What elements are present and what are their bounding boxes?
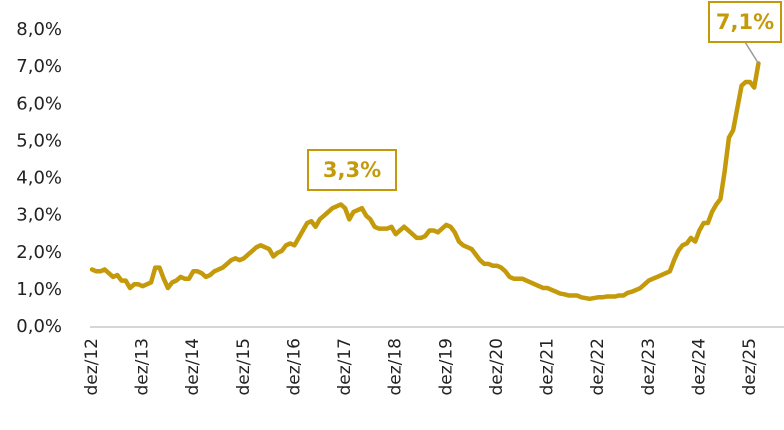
x-tick-label: dez/16	[284, 338, 304, 396]
x-tick-label: dez/19	[436, 338, 456, 396]
annotation: 3,3%	[323, 158, 381, 182]
y-tick-label: 1,0%	[16, 279, 62, 300]
x-tick-label: dez/17	[335, 338, 355, 396]
y-tick-label: 2,0%	[16, 242, 62, 263]
leader-line	[744, 41, 760, 64]
y-tick-label: 8,0%	[16, 19, 62, 40]
annotation-box	[708, 1, 782, 43]
line	[89, 61, 761, 302]
x-tick-label: dez/18	[386, 338, 406, 396]
x-tick-label: dez/23	[639, 338, 659, 396]
y-tick-label: 5,0%	[16, 130, 62, 151]
y-tick-label: 4,0%	[16, 168, 62, 189]
y-tick-label: 6,0%	[16, 93, 62, 114]
x-tick-label: dez/25	[740, 338, 760, 396]
x-tick-label: dez/12	[82, 338, 102, 396]
x-tick-label: dez/22	[588, 338, 608, 396]
annotation: 7,1%	[716, 10, 774, 34]
y-tick-label: 0,0%	[16, 316, 62, 337]
annotation-box	[307, 149, 397, 191]
x-tick-label: dez/21	[538, 338, 558, 396]
x-tick-label: dez/24	[689, 338, 709, 396]
x-tick-label: dez/20	[487, 338, 507, 396]
y-tick-label: 7,0%	[16, 56, 62, 77]
x-tick-label: dez/15	[234, 338, 254, 396]
x-tick-label: dez/14	[183, 338, 203, 396]
y-tick-label: 3,0%	[16, 205, 62, 226]
x-tick-label: dez/13	[133, 338, 153, 396]
